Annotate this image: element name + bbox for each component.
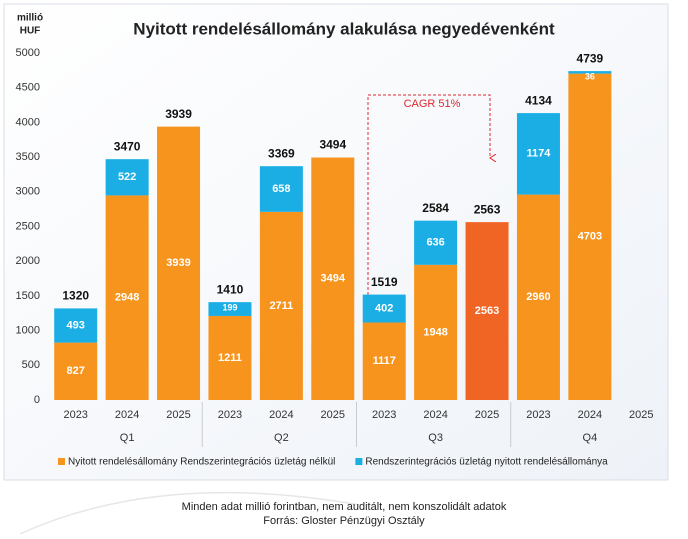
- x-tick-label: 2024: [115, 409, 139, 421]
- value-label: 493: [67, 319, 85, 331]
- y-tick-label: 1500: [16, 290, 40, 302]
- total-label: 2584: [422, 201, 449, 215]
- value-label: 36: [585, 71, 595, 81]
- x-tick-label: 2023: [372, 409, 396, 421]
- x-tick-label: 2023: [63, 409, 87, 421]
- bar-segment: [208, 302, 252, 316]
- bar-segment: [362, 322, 406, 400]
- bar-segment: [414, 264, 458, 400]
- value-label: 2960: [526, 291, 550, 303]
- value-label: 1174: [527, 148, 552, 160]
- total-label: 3939: [165, 107, 192, 121]
- total-label: 1320: [62, 289, 89, 303]
- legend-swatch: [355, 458, 363, 465]
- x-tick-label: 2023: [526, 409, 550, 421]
- y-axis-label: millió: [17, 13, 43, 24]
- y-tick-label: 3000: [16, 186, 40, 198]
- value-label: 402: [375, 302, 393, 314]
- bar-segment: [259, 166, 303, 212]
- bar-segment: [54, 308, 98, 343]
- total-label: 2563: [474, 202, 501, 216]
- total-label: 3369: [268, 146, 295, 160]
- bar-segment: [259, 211, 303, 400]
- cagr-arrow: [367, 94, 490, 330]
- x-tick-label: 2024: [269, 409, 293, 421]
- y-tick-label: 3500: [16, 151, 40, 163]
- legend-label: Rendszerintegrációs üzletág nyitott rend…: [365, 457, 608, 468]
- group-label: Q3: [428, 432, 443, 444]
- y-tick-label: 5000: [16, 47, 40, 59]
- bar-segment: [362, 294, 406, 323]
- value-label: 199: [222, 303, 237, 313]
- bar-segment: [157, 126, 201, 401]
- bar-segment: [516, 113, 560, 195]
- bar-segment: [105, 195, 149, 400]
- y-tick-label: 4500: [16, 82, 40, 94]
- value-label: 3939: [166, 257, 190, 269]
- bar-segment: [208, 315, 252, 400]
- value-label: 1948: [423, 326, 447, 338]
- total-label: 4739: [577, 51, 604, 65]
- value-label: 658: [272, 183, 290, 195]
- bar-segment: [516, 194, 560, 400]
- value-label: 1211: [218, 352, 242, 364]
- value-label: 4703: [578, 231, 602, 243]
- group-label: Q1: [120, 432, 135, 444]
- footer-note: Minden adat millió forintban, nem auditá…: [182, 501, 507, 513]
- value-label: 2711: [269, 300, 293, 312]
- x-tick-label: 2025: [321, 409, 345, 421]
- total-label: 4134: [525, 93, 552, 107]
- bar-segment: [54, 342, 98, 400]
- x-tick-label: 2024: [423, 409, 447, 421]
- decor-arc: [19, 491, 361, 535]
- total-label: 1519: [371, 275, 398, 289]
- y-tick-label: 4000: [16, 116, 40, 128]
- chart-title: Nyitott rendelésállomány alakulása negye…: [133, 19, 555, 38]
- value-label: 1117: [373, 355, 396, 367]
- x-tick-label: 2025: [166, 409, 190, 421]
- bar-segment: [414, 220, 458, 265]
- bar-segment: [311, 157, 355, 400]
- value-label: 827: [67, 365, 85, 377]
- annotation: CAGR 51%: [404, 98, 461, 110]
- total-label: 3470: [114, 139, 141, 153]
- legend-swatch: [58, 458, 65, 465]
- value-label: 3494: [321, 273, 346, 285]
- x-tick-label: 2025: [629, 409, 653, 421]
- y-tick-label: 2000: [16, 255, 40, 267]
- total-label: 3494: [319, 138, 346, 152]
- value-label: 2563: [475, 305, 499, 317]
- y-tick-label: 1000: [16, 325, 40, 337]
- value-label: 636: [426, 237, 444, 249]
- bar-segment: [568, 71, 612, 74]
- value-label: 522: [118, 171, 136, 183]
- y-axis-label: HUF: [20, 26, 41, 37]
- y-tick-label: 0: [34, 394, 40, 406]
- bar-segment: [105, 159, 149, 196]
- total-label: 1410: [217, 282, 244, 296]
- value-label: 2948: [115, 292, 139, 304]
- bar-segment: [465, 222, 509, 400]
- group-label: Q2: [274, 432, 289, 444]
- group-label: Q4: [583, 432, 598, 444]
- x-tick-label: 2024: [578, 409, 602, 421]
- footer-source: Forrás: Gloster Pénzügyi Osztály: [263, 515, 425, 527]
- y-tick-label: 500: [22, 359, 40, 371]
- x-tick-label: 2025: [475, 409, 499, 421]
- y-tick-label: 2500: [16, 220, 40, 232]
- bar-segment: [568, 73, 612, 400]
- legend-label: Nyitott rendelésállomány Rendszerintegrá…: [68, 457, 335, 468]
- x-tick-label: 2023: [218, 409, 242, 421]
